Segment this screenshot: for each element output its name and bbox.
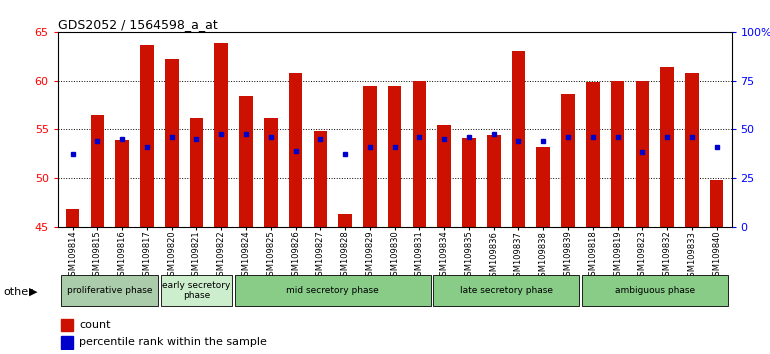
Bar [289,73,303,227]
Bar [91,115,104,227]
Bar [388,86,401,227]
Bar [189,118,203,227]
Bar [338,214,352,227]
Bar [214,42,228,227]
Text: other: other [4,287,34,297]
Bar [437,125,451,227]
Bar [611,81,624,227]
Bar [537,147,550,227]
Bar [239,96,253,227]
Bar [433,275,579,306]
Bar [561,94,575,227]
Bar [462,138,476,227]
Bar [161,275,233,306]
Bar [61,336,73,349]
Bar [581,275,728,306]
Bar [363,86,377,227]
Bar [661,67,674,227]
Bar [487,135,500,227]
Text: ambiguous phase: ambiguous phase [614,286,695,295]
Text: ▶: ▶ [29,287,38,297]
Bar [61,319,73,331]
Bar [264,118,278,227]
Bar [313,131,327,227]
Bar [116,140,129,227]
Bar [65,209,79,227]
Bar [586,82,600,227]
Bar [62,275,158,306]
Bar [685,73,698,227]
Text: mid secretory phase: mid secretory phase [286,286,379,295]
Bar [413,81,427,227]
Bar [140,46,154,227]
Bar [710,180,724,227]
Bar [511,51,525,227]
Bar [165,59,179,227]
Text: percentile rank within the sample: percentile rank within the sample [79,337,267,347]
Text: count: count [79,320,111,330]
Text: early secretory
phase: early secretory phase [162,281,231,300]
Text: proliferative phase: proliferative phase [67,286,152,295]
Bar [635,81,649,227]
Text: GDS2052 / 1564598_a_at: GDS2052 / 1564598_a_at [58,18,217,31]
Text: late secretory phase: late secretory phase [460,286,553,295]
Bar [235,275,430,306]
